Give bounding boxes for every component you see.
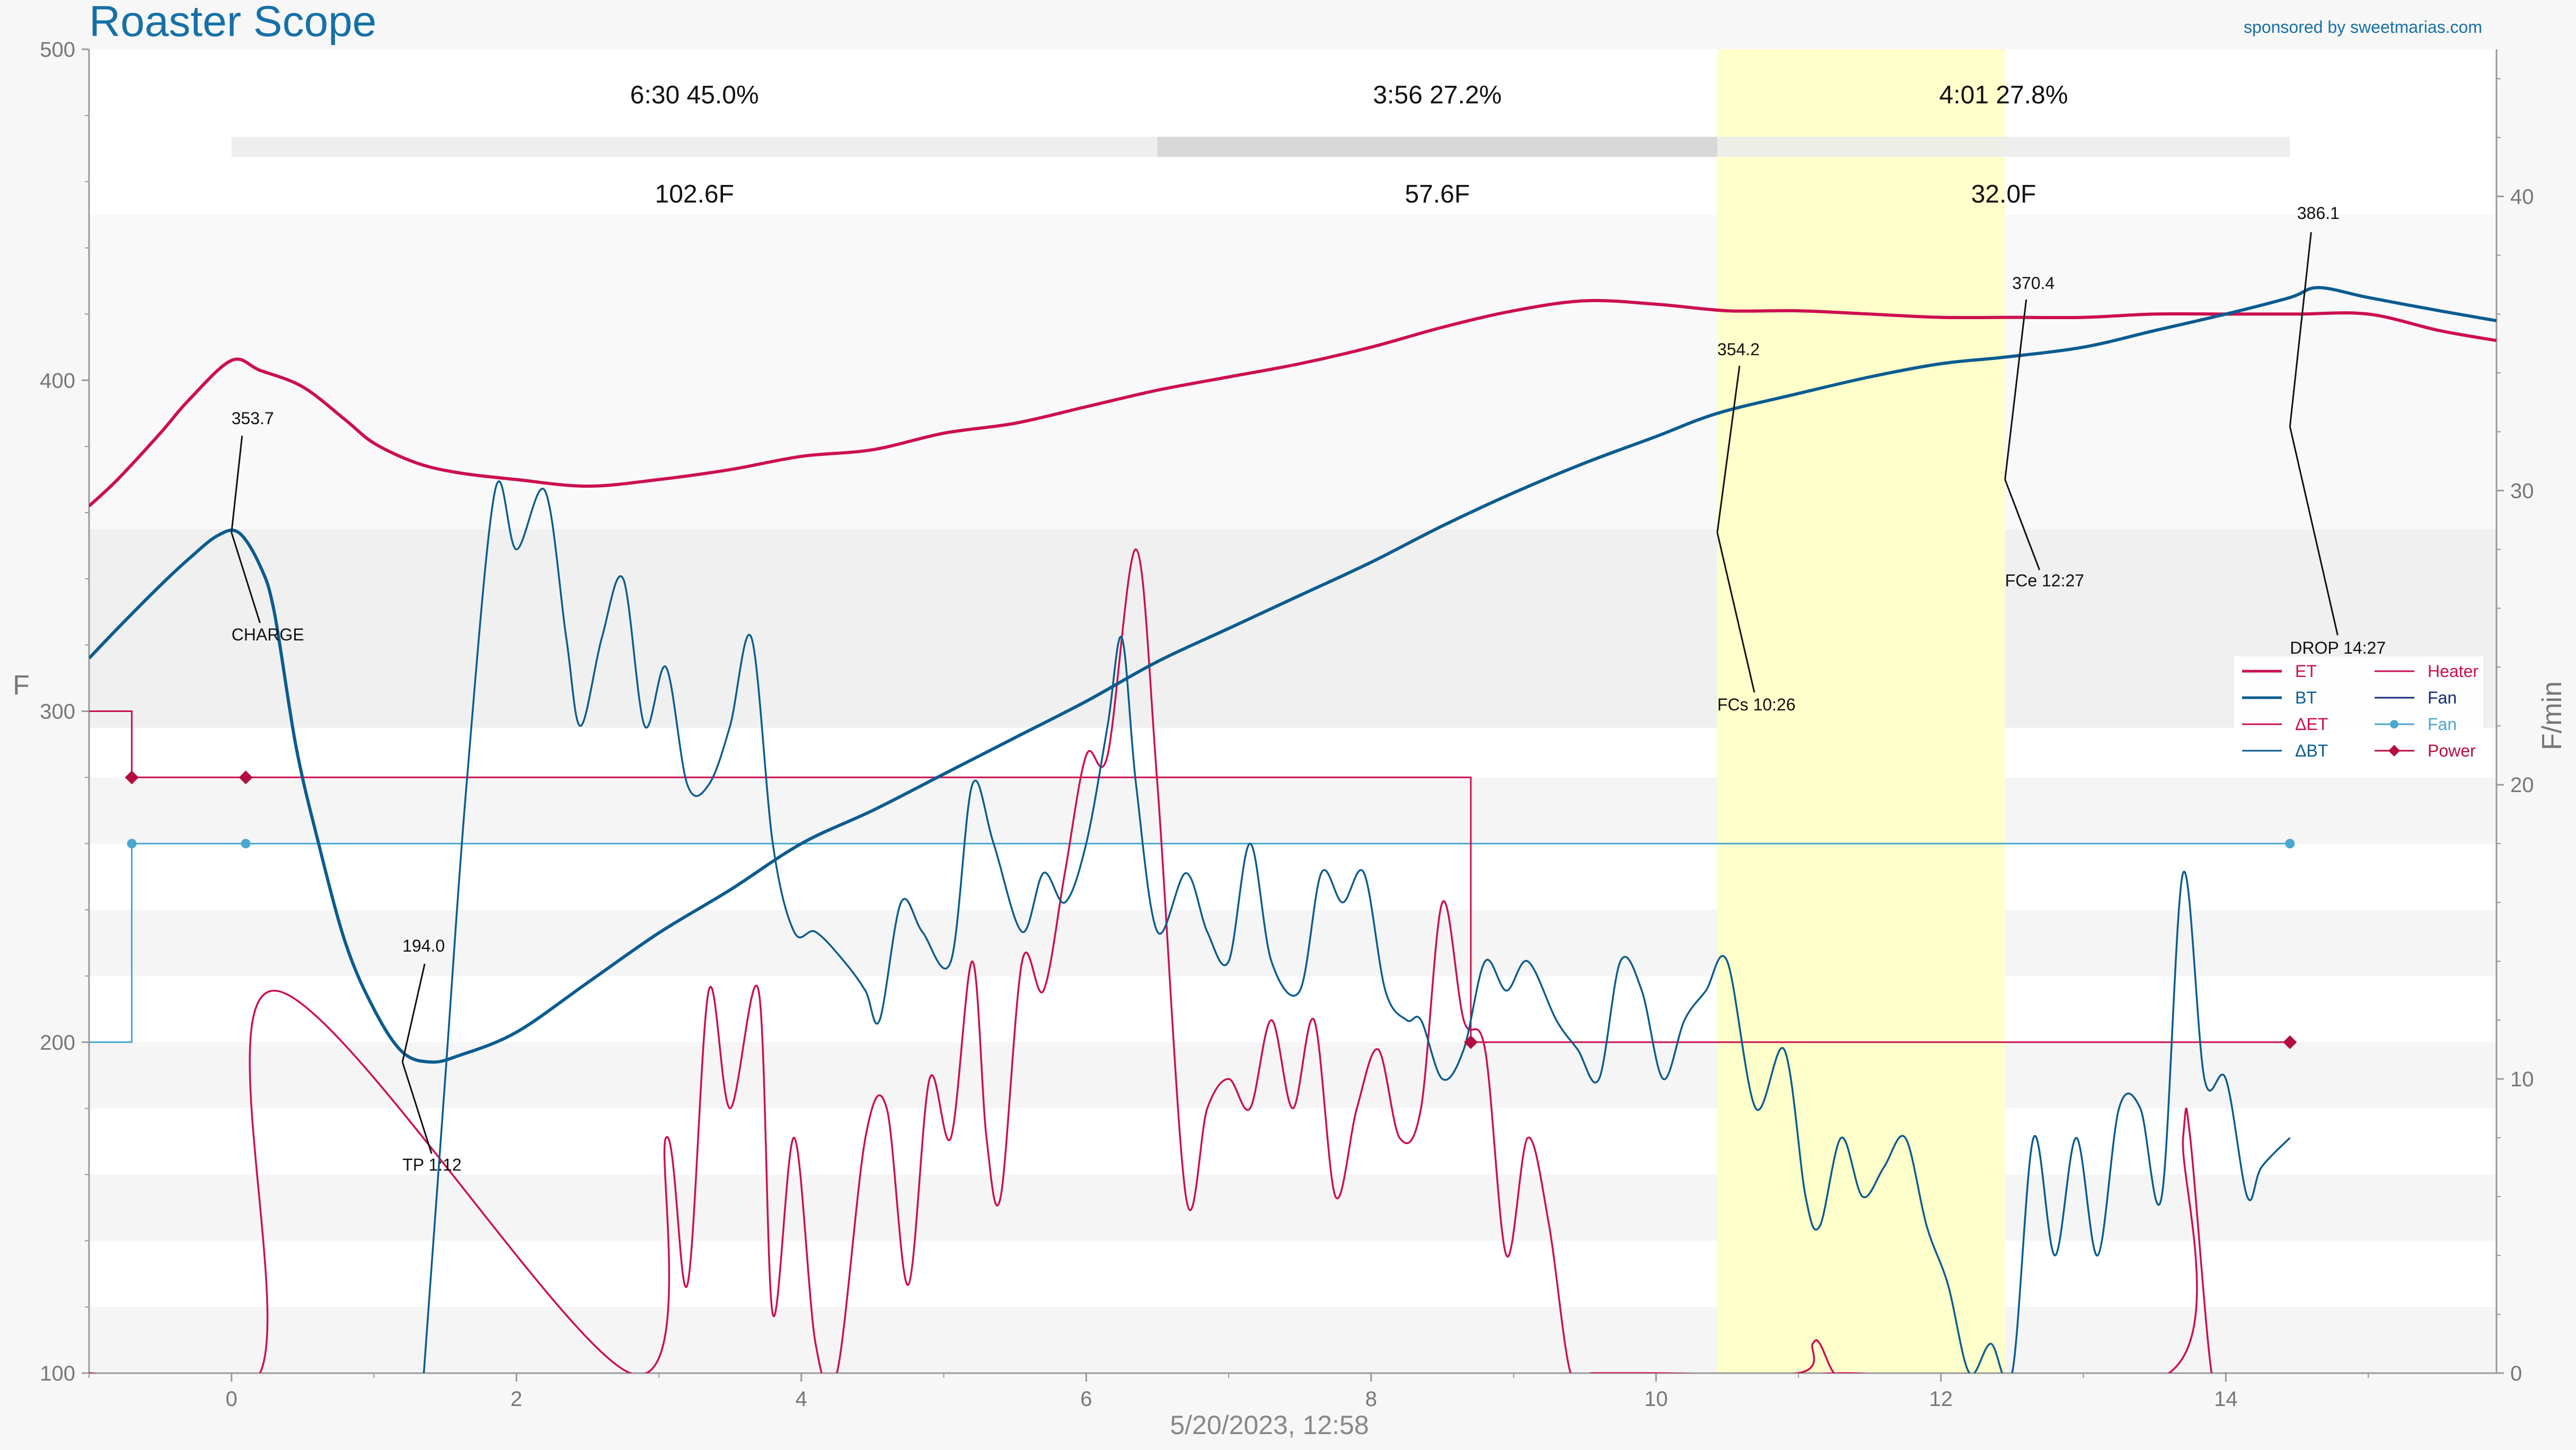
legend-label: Fan: [2428, 715, 2457, 734]
phase-time-label: 3:56 27.2%: [1373, 81, 1502, 109]
annotation-leader-line: [2289, 232, 2312, 427]
annotation-leader-line: [231, 532, 261, 623]
fan-marker: [2285, 839, 2295, 849]
phase-summary: 6:30 45.0% 102.6F 3:56 27.2% 57.6F 4:01 27.8…: [231, 81, 2290, 208]
annotation-leader-line: [2289, 426, 2339, 636]
x-tick-label: 10: [1644, 1387, 1668, 1411]
chart-title: Roaster Scope: [89, 0, 376, 46]
annotation-event-label: TP 1:12: [402, 1155, 461, 1174]
fan-marker: [241, 839, 251, 849]
annotation-event-label: FCs 10:26: [1717, 695, 1796, 714]
annotation-event-label: CHARGE: [232, 625, 304, 644]
phase-delta-label: 57.6F: [1405, 180, 1470, 208]
annotation-leader-line: [1716, 365, 1741, 533]
temperature-band: [89, 1307, 2496, 1373]
legend-marker: [2390, 720, 2398, 728]
delta-et-series-line: [89, 548, 2227, 1373]
annotation-value-label: 386.1: [2297, 204, 2340, 223]
legend-box: [2234, 656, 2483, 768]
x-tick-label: 8: [1365, 1387, 1377, 1411]
phase-bar: [1157, 137, 1717, 157]
phase-delta-label: 32.0F: [1971, 180, 2036, 208]
x-tick-label: 2: [510, 1387, 522, 1411]
annotation-value-label: 370.4: [2012, 274, 2054, 293]
power-marker: [125, 770, 139, 785]
y-axis-right-label: F/min: [2537, 681, 2568, 750]
delta-bt-series-line: [422, 480, 2291, 1373]
x-tick-label: 12: [1929, 1387, 1953, 1411]
y-axis-left-label: F: [13, 670, 30, 701]
annotation-leader-line: [401, 1061, 433, 1154]
y-right-tick-label: 10: [2510, 1068, 2534, 1091]
plot-area: [89, 49, 2496, 1373]
temperature-band: [89, 910, 2496, 976]
y-right-tick-label: 20: [2510, 774, 2534, 797]
phase-bar: [231, 137, 1158, 157]
annotation-value-label: 194.0: [402, 936, 445, 955]
x-tick-label: 4: [796, 1387, 807, 1411]
power-marker: [2283, 1035, 2297, 1049]
annotation-value-label: 353.7: [232, 409, 274, 428]
annotation-leader-line: [1716, 532, 1755, 693]
phase-bar: [1717, 137, 2290, 157]
annotation-leader-line: [2004, 299, 2027, 480]
y-right-tick-label: 0: [2510, 1362, 2522, 1385]
et-series-line: [89, 298, 2496, 507]
legend-label: ΔET: [2295, 715, 2328, 734]
footer-date: 5/20/2023, 12:58: [1170, 1410, 1369, 1440]
sponsor-link[interactable]: sponsored by sweetmarias.com: [2244, 17, 2482, 37]
first-crack-band: [1717, 49, 2005, 1373]
y-left-tick-label: 500: [40, 38, 75, 61]
temperature-band: [89, 529, 2496, 728]
heater-series-line: [89, 710, 2290, 1043]
legend-label: Fan: [2428, 688, 2457, 707]
y-right-tick-label: 40: [2510, 185, 2534, 208]
legend-label: Power: [2428, 741, 2476, 760]
annotation-event-label: DROP 14:27: [2290, 638, 2386, 657]
x-tick-label: 0: [226, 1387, 237, 1411]
phase-time-label: 6:30 45.0%: [630, 81, 759, 109]
legend-label: ET: [2295, 662, 2317, 681]
x-tick-label: 6: [1080, 1387, 1092, 1411]
temperature-band: [89, 1042, 2496, 1109]
y-left-tick-label: 100: [40, 1362, 75, 1385]
legend-label: Heater: [2428, 662, 2478, 681]
fan-marker: [127, 839, 137, 849]
annotation-event-label: FCe 12:27: [2005, 571, 2084, 590]
temperature-band: [89, 1174, 2496, 1241]
annotation-value-label: 354.2: [1717, 340, 1760, 359]
temperature-band: [89, 215, 2496, 530]
annotations: 353.7 CHARGE 194.0 TP 1:12 354.2 FCs 10:26 370…: [231, 204, 2386, 1174]
series: [89, 286, 2496, 1373]
annotation-leader-line: [231, 435, 243, 533]
fan-series-line: [89, 842, 2290, 1043]
bt-series-line: [89, 286, 2496, 1064]
legend-label: ΔBT: [2295, 741, 2328, 760]
legend-marker: [2388, 745, 2400, 757]
temperature-band: [89, 777, 2496, 844]
phase-delta-label: 102.6F: [655, 180, 734, 208]
y-right-tick-label: 30: [2510, 479, 2534, 503]
x-tick-label: 14: [2214, 1387, 2238, 1411]
legend: ET BT ΔET ΔBT Heater Fan Fan Power: [2234, 656, 2483, 768]
legend-label: BT: [2295, 688, 2317, 707]
y-left-tick-label: 300: [40, 700, 75, 724]
annotation-leader-line: [2004, 479, 2041, 570]
power-marker: [1463, 1035, 1478, 1049]
annotation-leader-line: [401, 963, 426, 1062]
y-left-tick-label: 400: [40, 369, 75, 392]
phase-time-label: 4:01 27.8%: [1939, 81, 2068, 109]
y-left-tick-label: 200: [40, 1031, 75, 1054]
power-marker: [239, 770, 253, 785]
